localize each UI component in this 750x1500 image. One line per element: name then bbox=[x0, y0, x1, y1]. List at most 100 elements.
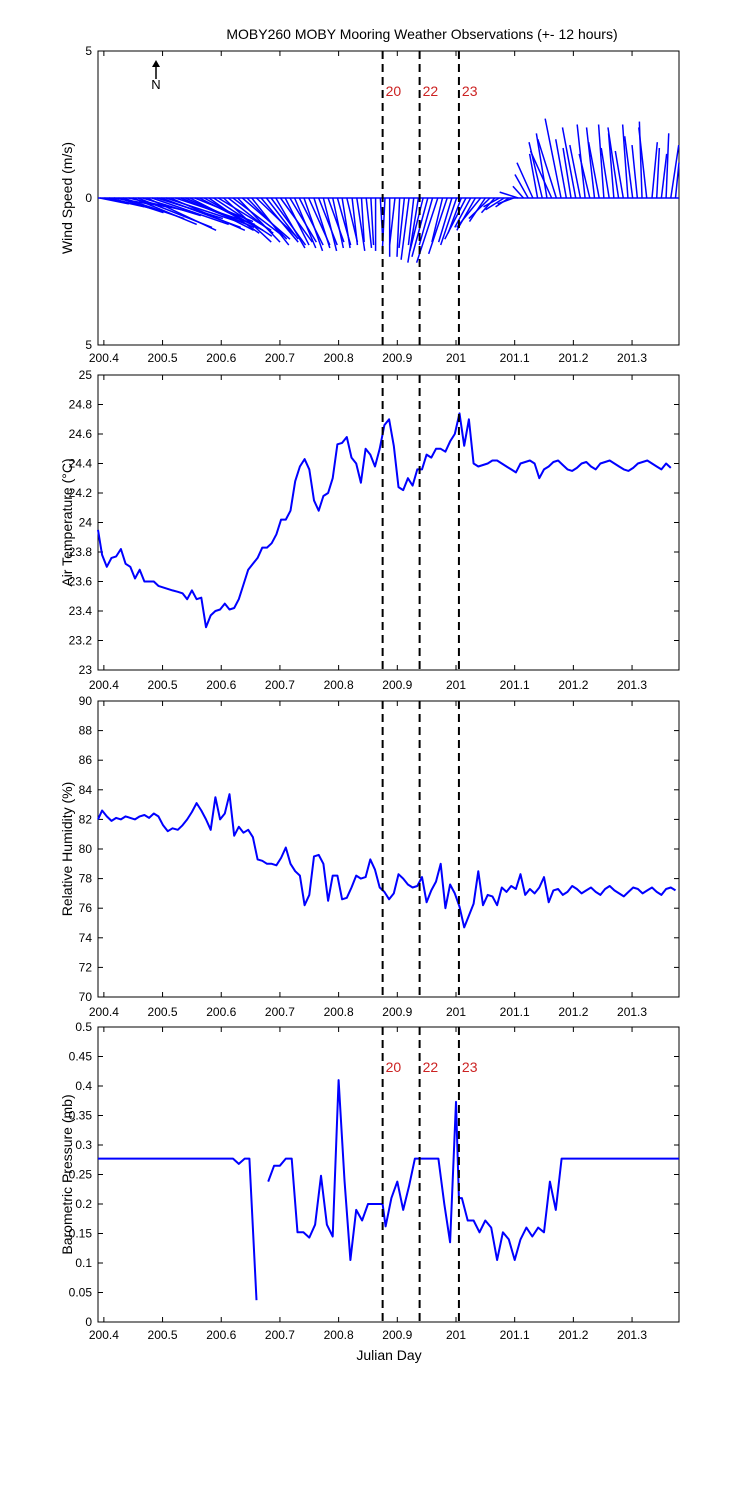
wind-speed-stick bbox=[665, 133, 670, 199]
wind-speed-stick bbox=[674, 162, 680, 199]
wind-speed-stick bbox=[298, 197, 324, 246]
air-temperature-x-tick-label: 201 bbox=[446, 678, 466, 692]
wind-speed-stick bbox=[614, 150, 624, 199]
air-temperature-y-tick-label: 24.6 bbox=[69, 427, 93, 441]
wind-speed-x-tick-label: 201 bbox=[446, 351, 466, 365]
barometric-pressure-y-tick-label: 0.2 bbox=[75, 1197, 92, 1211]
wind-speed-stick bbox=[528, 153, 539, 199]
wind-speed-stick bbox=[456, 197, 482, 228]
wind-speed-stick bbox=[237, 197, 281, 243]
wind-speed-event-label: 20 bbox=[386, 83, 402, 99]
barometric-pressure-y-tick-label: 0.15 bbox=[69, 1227, 93, 1241]
wind-speed-stick bbox=[409, 197, 424, 252]
wind-speed-stick bbox=[223, 197, 272, 243]
wind-speed-stick bbox=[293, 197, 317, 249]
barometric-pressure-x-tick-label: 201 bbox=[446, 1328, 466, 1342]
wind-speed-stick bbox=[431, 197, 444, 243]
barometric-pressure-x-tick-label: 201.1 bbox=[500, 1328, 530, 1342]
wind-speed-stick bbox=[607, 127, 620, 199]
wind-speed-stick bbox=[631, 145, 639, 199]
wind-speed-stick bbox=[427, 197, 448, 255]
relative-humidity-y-tick-label: 72 bbox=[79, 960, 93, 974]
barometric-pressure-event-label: 22 bbox=[423, 1059, 439, 1075]
relative-humidity-y-tick-label: 82 bbox=[79, 812, 93, 826]
wind-speed-x-tick-label: 201.1 bbox=[500, 351, 530, 365]
air-temperature-y-tick-label: 24.2 bbox=[69, 486, 93, 500]
relative-humidity-y-axis-label: Relative Humidity (%) bbox=[59, 782, 75, 917]
wind-speed-stick bbox=[444, 197, 467, 240]
wind-speed-y-axis-label: Wind Speed (m/s) bbox=[59, 142, 75, 254]
relative-humidity-plot-area bbox=[97, 700, 680, 998]
wind-speed-stick bbox=[537, 138, 558, 199]
wind-speed-stick bbox=[585, 127, 596, 199]
barometric-pressure-panel: 0 0.05 0.1 0.15 0.2 0.25 0.3 0.35 0.4 0.45 0.5 200.… bbox=[59, 1020, 680, 1342]
wind-speed-stick bbox=[246, 197, 288, 240]
wind-speed-stick bbox=[332, 197, 345, 249]
wind-speed-event-label: 22 bbox=[423, 83, 439, 99]
wind-speed-stick bbox=[341, 197, 351, 249]
wind-speed-stick bbox=[170, 197, 246, 232]
air-temperature-y-tick-label: 23 bbox=[79, 663, 93, 677]
wind-speed-stick bbox=[388, 197, 396, 246]
air-temperature-x-tick-label: 200.7 bbox=[265, 678, 295, 692]
relative-humidity-x-tick-label: 201.1 bbox=[500, 1005, 530, 1019]
wind-speed-x-tick-label: 201.3 bbox=[617, 351, 647, 365]
barometric-pressure-x-tick-label: 200.6 bbox=[206, 1328, 236, 1342]
north-label: N bbox=[151, 77, 160, 92]
wind-speed-stick bbox=[454, 197, 472, 228]
relative-humidity-x-tick-label: 201 bbox=[446, 1005, 466, 1019]
wind-speed-x-tick-label: 200.9 bbox=[382, 351, 412, 365]
air-temperature-y-tick-label: 23.2 bbox=[69, 634, 93, 648]
barometric-pressure-x-tick-label: 200.9 bbox=[382, 1328, 412, 1342]
north-arrow-head-icon bbox=[152, 60, 160, 67]
barometric-pressure-x-tick-label: 200.8 bbox=[324, 1328, 354, 1342]
barometric-pressure-series-line bbox=[267, 1079, 679, 1261]
wind-speed-stick bbox=[407, 197, 415, 246]
wind-speed-y-tick-label: 5 bbox=[85, 44, 92, 58]
relative-humidity-y-tick-label: 84 bbox=[79, 783, 93, 797]
figure-title: MOBY260 MOBY Mooring Weather Observation… bbox=[226, 26, 617, 42]
relative-humidity-x-tick-label: 200.9 bbox=[382, 1005, 412, 1019]
wind-speed-stick bbox=[365, 197, 373, 249]
relative-humidity-y-tick-label: 80 bbox=[79, 842, 93, 856]
air-temperature-y-tick-label: 25 bbox=[79, 368, 93, 382]
barometric-pressure-y-tick-label: 0.05 bbox=[69, 1286, 93, 1300]
air-temperature-y-tick-label: 24 bbox=[79, 516, 93, 530]
relative-humidity-y-tick-label: 78 bbox=[79, 872, 93, 886]
relative-humidity-x-tick-label: 201.3 bbox=[617, 1005, 647, 1019]
wind-speed-stick bbox=[499, 191, 519, 199]
air-temperature-y-tick-label: 23.4 bbox=[69, 604, 93, 618]
wind-speed-stick bbox=[535, 133, 548, 199]
wind-speed-stick bbox=[512, 185, 525, 199]
relative-humidity-y-tick-label: 76 bbox=[79, 901, 93, 915]
wind-speed-stick bbox=[544, 118, 562, 199]
barometric-pressure-x-tick-label: 200.7 bbox=[265, 1328, 295, 1342]
wind-speed-stick bbox=[313, 197, 331, 249]
wind-speed-x-tick-label: 200.4 bbox=[89, 351, 119, 365]
wind-speed-stick bbox=[370, 197, 375, 246]
wind-speed-stick bbox=[265, 197, 299, 240]
wind-speed-stick bbox=[437, 197, 453, 243]
air-temperature-x-tick-label: 200.9 bbox=[382, 678, 412, 692]
wind-speed-stick bbox=[396, 197, 401, 257]
air-temperature-y-tick-label: 23.6 bbox=[69, 575, 93, 589]
air-temperature-x-tick-label: 200.5 bbox=[148, 678, 178, 692]
wind-speed-stick bbox=[146, 197, 217, 232]
barometric-pressure-y-tick-label: 0.4 bbox=[75, 1079, 92, 1093]
air-temperature-plot-area bbox=[97, 374, 680, 671]
wind-speed-stick bbox=[132, 197, 198, 226]
barometric-pressure-x-tick-label: 200.5 bbox=[148, 1328, 178, 1342]
wind-speed-stick bbox=[213, 197, 273, 237]
wind-speed-stick bbox=[251, 197, 290, 246]
relative-humidity-x-tick-label: 200.5 bbox=[148, 1005, 178, 1019]
wind-speed-stick bbox=[514, 174, 529, 199]
wind-speed-stick bbox=[351, 197, 359, 246]
wind-speed-stick bbox=[275, 197, 306, 249]
relative-humidity-panel: 70 72 74 76 78 80 82 84 86 88 90 200.4 200.5 200.6 200… bbox=[59, 694, 680, 1019]
wind-speed-stick bbox=[670, 144, 680, 199]
barometric-pressure-y-axis-label: Barometric Pressure (mb) bbox=[59, 1094, 75, 1254]
wind-speed-stick bbox=[587, 142, 600, 199]
wind-speed-stick bbox=[485, 197, 505, 211]
relative-humidity-series-line bbox=[97, 793, 677, 929]
